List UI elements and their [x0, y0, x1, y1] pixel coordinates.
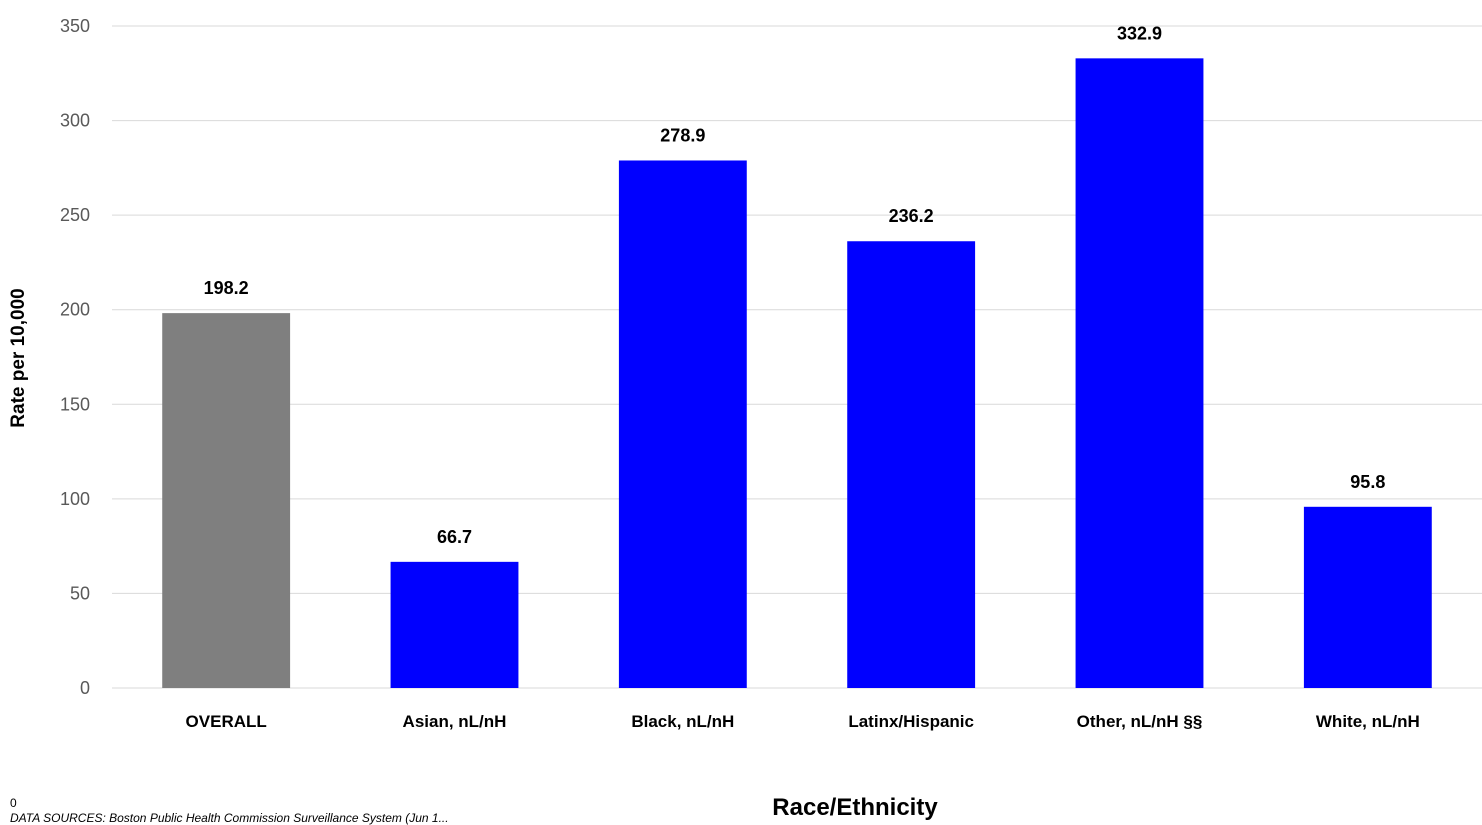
x-tick-label-0: OVERALL	[186, 712, 267, 731]
data-label-0: 198.2	[204, 278, 249, 298]
x-tick-label-2: Black, nL/nH	[631, 712, 734, 731]
data-label-1: 66.7	[437, 527, 472, 547]
y-tick-label: 200	[60, 300, 90, 320]
y-tick-label: 50	[70, 583, 90, 603]
x-tick-label-4: Other, nL/nH §§	[1077, 712, 1203, 731]
data-label-4: 332.9	[1117, 23, 1162, 43]
bar-1	[390, 561, 519, 688]
bar-0	[162, 313, 291, 688]
data-label-5: 95.8	[1350, 472, 1385, 492]
bar-2	[618, 160, 747, 688]
y-tick-label: 350	[60, 16, 90, 36]
y-tick-label: 100	[60, 489, 90, 509]
y-tick-label: 0	[80, 678, 90, 698]
data-source-note: DATA SOURCES: Boston Public Health Commi…	[10, 811, 449, 825]
y-tick-label: 150	[60, 394, 90, 414]
footnote-zero: 0	[10, 796, 17, 810]
data-label-3: 236.2	[889, 206, 934, 226]
data-label-2: 278.9	[660, 125, 705, 145]
x-tick-label-5: White, nL/nH	[1316, 712, 1420, 731]
x-tick-label-1: Asian, nL/nH	[403, 712, 507, 731]
x-tick-label-3: Latinx/Hispanic	[848, 712, 974, 731]
bars	[162, 58, 1432, 688]
bar-4	[1075, 58, 1204, 688]
x-axis-title: Race/Ethnicity	[772, 794, 938, 821]
x-axis-ticks: OVERALL Asian, nL/nH Black, nL/nH Latinx/Hi…	[186, 712, 1420, 731]
y-tick-label: 250	[60, 205, 90, 225]
y-axis-title: Rate per 10,000	[8, 288, 29, 427]
y-axis-ticks: 0 50 100 150 200 250 300 350	[60, 16, 90, 698]
data-labels: 198.2 66.7 278.9 236.2 332.9 95.8	[204, 23, 1386, 546]
bar-5	[1303, 506, 1432, 688]
gridlines	[112, 25, 1482, 689]
y-tick-label: 300	[60, 111, 90, 131]
bar-3	[847, 241, 976, 688]
